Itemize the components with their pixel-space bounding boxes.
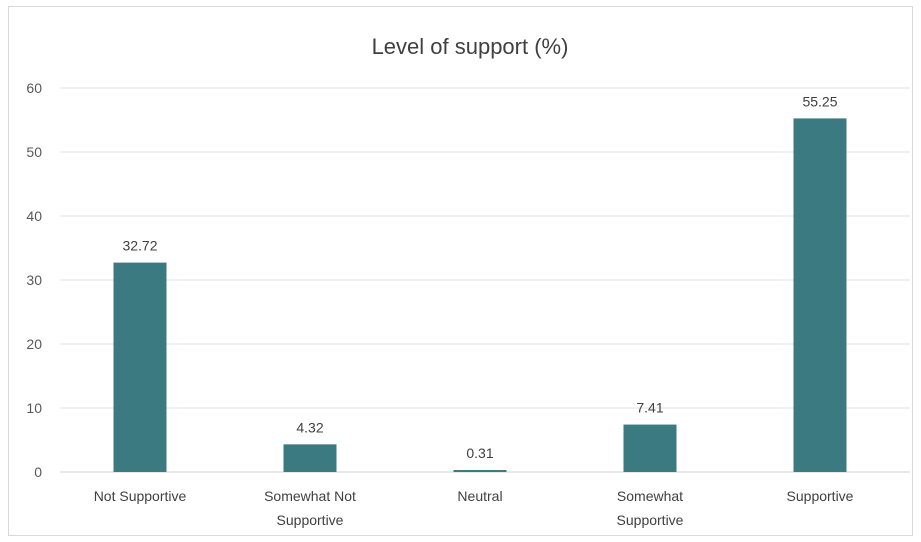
y-tick-label: 40 [26, 208, 42, 224]
y-tick-label: 0 [34, 464, 42, 480]
x-category-label: Supportive [787, 488, 854, 504]
x-category-label: Somewhat [617, 488, 683, 504]
x-category-label: Not Supportive [94, 488, 187, 504]
bar [453, 470, 507, 472]
chart-title: Level of support (%) [372, 34, 569, 59]
bar [793, 118, 847, 473]
y-tick-label: 60 [26, 80, 42, 96]
bar [283, 444, 337, 472]
x-category-label: Neutral [457, 488, 502, 504]
bar [113, 262, 167, 472]
x-category-label: Supportive [277, 512, 344, 528]
data-label: 0.31 [466, 445, 493, 461]
x-category-label: Supportive [617, 512, 684, 528]
y-tick-label: 10 [26, 400, 42, 416]
data-label: 32.72 [122, 238, 157, 254]
y-tick-label: 30 [26, 272, 42, 288]
x-axis-categories: Not Supportive Somewhat Not Supportive Neut… [94, 488, 854, 528]
y-tick-label: 20 [26, 336, 42, 352]
bars [113, 118, 847, 473]
x-category-label: Somewhat Not [264, 488, 356, 504]
data-label: 55.25 [802, 93, 837, 109]
y-axis-ticks: 0 10 20 30 40 50 60 [26, 80, 42, 480]
data-label: 4.32 [296, 419, 323, 435]
gridlines [60, 87, 910, 473]
data-labels: 32.72 4.32 0.31 7.41 55.25 [122, 93, 837, 461]
bar [623, 424, 677, 472]
data-label: 7.41 [636, 400, 663, 416]
y-tick-label: 50 [26, 144, 42, 160]
